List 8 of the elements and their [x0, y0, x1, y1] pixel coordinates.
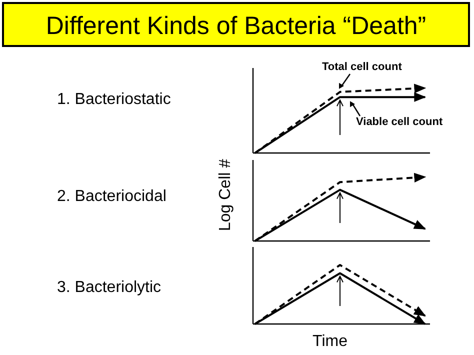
text: 2. Bacteriocidal [57, 188, 166, 205]
text: 1. Bacteriostatic [57, 91, 171, 108]
series-label: Total cell count [322, 61, 402, 73]
text: Different Kinds of Bacteria “Death” [46, 12, 426, 40]
y-axis-title: Log Cell # [217, 158, 234, 232]
legend-label: Viable cell count [356, 116, 443, 128]
x-axis-title: Time [312, 333, 348, 350]
text: 3. Bacteriolytic [57, 279, 162, 296]
